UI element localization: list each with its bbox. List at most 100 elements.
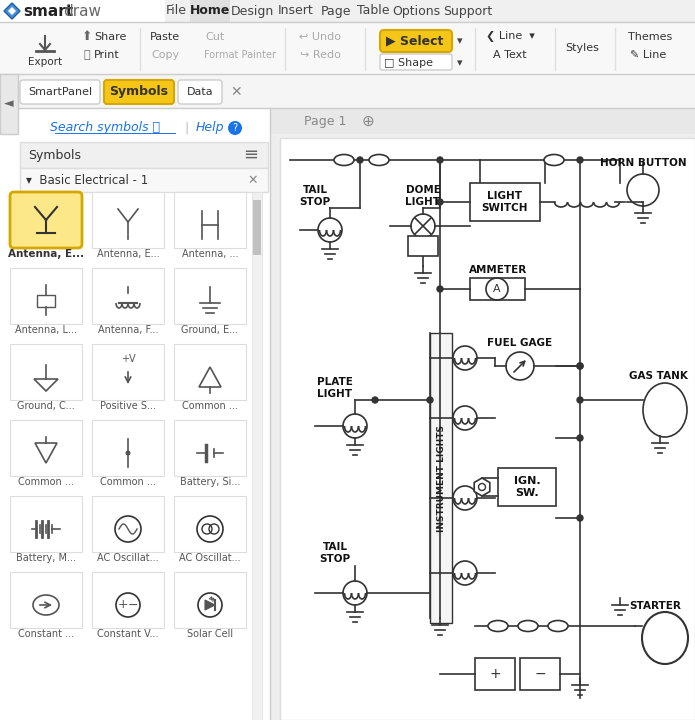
Bar [0,22,695,74]
Text: Data: Data [187,87,213,97]
Circle shape [372,397,378,403]
Bar [190,0,230,22]
Bar [408,236,438,256]
Text: +: + [117,598,129,611]
Circle shape [577,157,583,163]
Text: Antenna, F...: Antenna, F... [98,325,158,335]
Text: Battery, Si...: Battery, Si... [180,477,240,487]
Text: Home: Home [190,4,230,17]
Circle shape [577,363,583,369]
Text: −: − [128,598,138,611]
Bar [10,268,82,324]
Text: −: − [534,667,546,681]
Bar [92,420,164,476]
Bar [280,138,695,720]
Bar [0,0,165,22]
Text: Antenna, ...: Antenna, ... [182,249,238,259]
Circle shape [577,397,583,403]
Text: ✎ Line: ✎ Line [630,50,666,60]
Circle shape [357,157,363,163]
Ellipse shape [488,621,508,631]
Text: ↪ Redo: ↪ Redo [300,50,341,60]
Text: AC Oscillat...: AC Oscillat... [179,553,240,563]
Bar [174,572,246,628]
Text: Table: Table [357,4,389,17]
Circle shape [577,363,583,369]
Ellipse shape [548,621,568,631]
Bar [10,420,82,476]
Text: A Text: A Text [493,50,527,60]
Text: ✕: ✕ [230,85,242,99]
Text: Antenna, L...: Antenna, L... [15,325,77,335]
Bar [18,108,270,720]
Text: Common ...: Common ... [100,477,156,487]
Text: Help: Help [196,122,224,135]
Circle shape [437,286,443,292]
Text: Antenna, E...: Antenna, E... [97,249,159,259]
Text: Common ...: Common ... [18,477,74,487]
Text: ▶ Select: ▶ Select [386,35,443,48]
Bar [10,496,82,552]
Text: Constant V...: Constant V... [97,629,158,639]
Text: Battery, M...: Battery, M... [16,553,76,563]
Text: ✕: ✕ [247,174,258,186]
Circle shape [427,397,433,403]
Text: Styles: Styles [565,43,599,53]
Bar [92,192,164,248]
Text: Constant ...: Constant ... [18,629,74,639]
Bar [253,200,261,255]
Text: Cut: Cut [206,32,224,42]
Text: DOME
LIGHT: DOME LIGHT [405,185,441,207]
Text: SmartPanel: SmartPanel [28,87,92,97]
Text: FUEL GAGE: FUEL GAGE [487,338,553,348]
Bar [92,572,164,628]
Text: INSTRUMENT LIGHTS: INSTRUMENT LIGHTS [436,425,445,531]
Text: TAIL
STOP: TAIL STOP [320,542,350,564]
Ellipse shape [642,612,688,664]
Circle shape [126,451,131,456]
Polygon shape [205,600,215,610]
Text: ⬆: ⬆ [82,30,92,43]
Text: |: | [184,122,188,135]
Bar [174,344,246,400]
Ellipse shape [518,621,538,631]
Text: ❮ Line  ▾: ❮ Line ▾ [486,32,534,42]
Bar [174,496,246,552]
Text: ↩ Undo: ↩ Undo [299,32,341,42]
Text: Design: Design [230,4,274,17]
Circle shape [437,157,443,163]
Text: IGN.
SW.: IGN. SW. [514,476,540,498]
Text: GAS TANK: GAS TANK [628,371,687,381]
Circle shape [577,515,583,521]
Bar [270,108,695,134]
Text: Solar Cell: Solar Cell [187,629,233,639]
Text: Common ...: Common ... [182,401,238,411]
Circle shape [437,199,443,205]
Polygon shape [474,478,490,496]
Text: ▾: ▾ [457,36,463,46]
Bar [470,278,525,300]
Bar [475,658,515,690]
Text: Paste: Paste [150,32,180,42]
Text: HORN BUTTON: HORN BUTTON [600,158,687,168]
Bar [92,344,164,400]
FancyBboxPatch shape [178,80,222,104]
Text: Share: Share [94,32,126,42]
Text: A: A [493,284,501,294]
Bar [498,468,556,506]
Text: Insert: Insert [278,4,314,17]
Text: ◄: ◄ [4,97,14,110]
Text: Search symbols 🔍: Search symbols 🔍 [50,122,160,135]
Bar [10,344,82,400]
Bar [92,268,164,324]
Bar [520,658,560,690]
Text: ?: ? [232,123,238,133]
Bar [0,74,18,134]
Text: Print: Print [94,50,120,60]
Ellipse shape [369,155,389,166]
Text: Support: Support [443,4,493,17]
Text: draw: draw [63,4,101,19]
Text: +: + [489,667,501,681]
Bar [20,168,268,192]
Text: AC Oscillat...: AC Oscillat... [97,553,159,563]
